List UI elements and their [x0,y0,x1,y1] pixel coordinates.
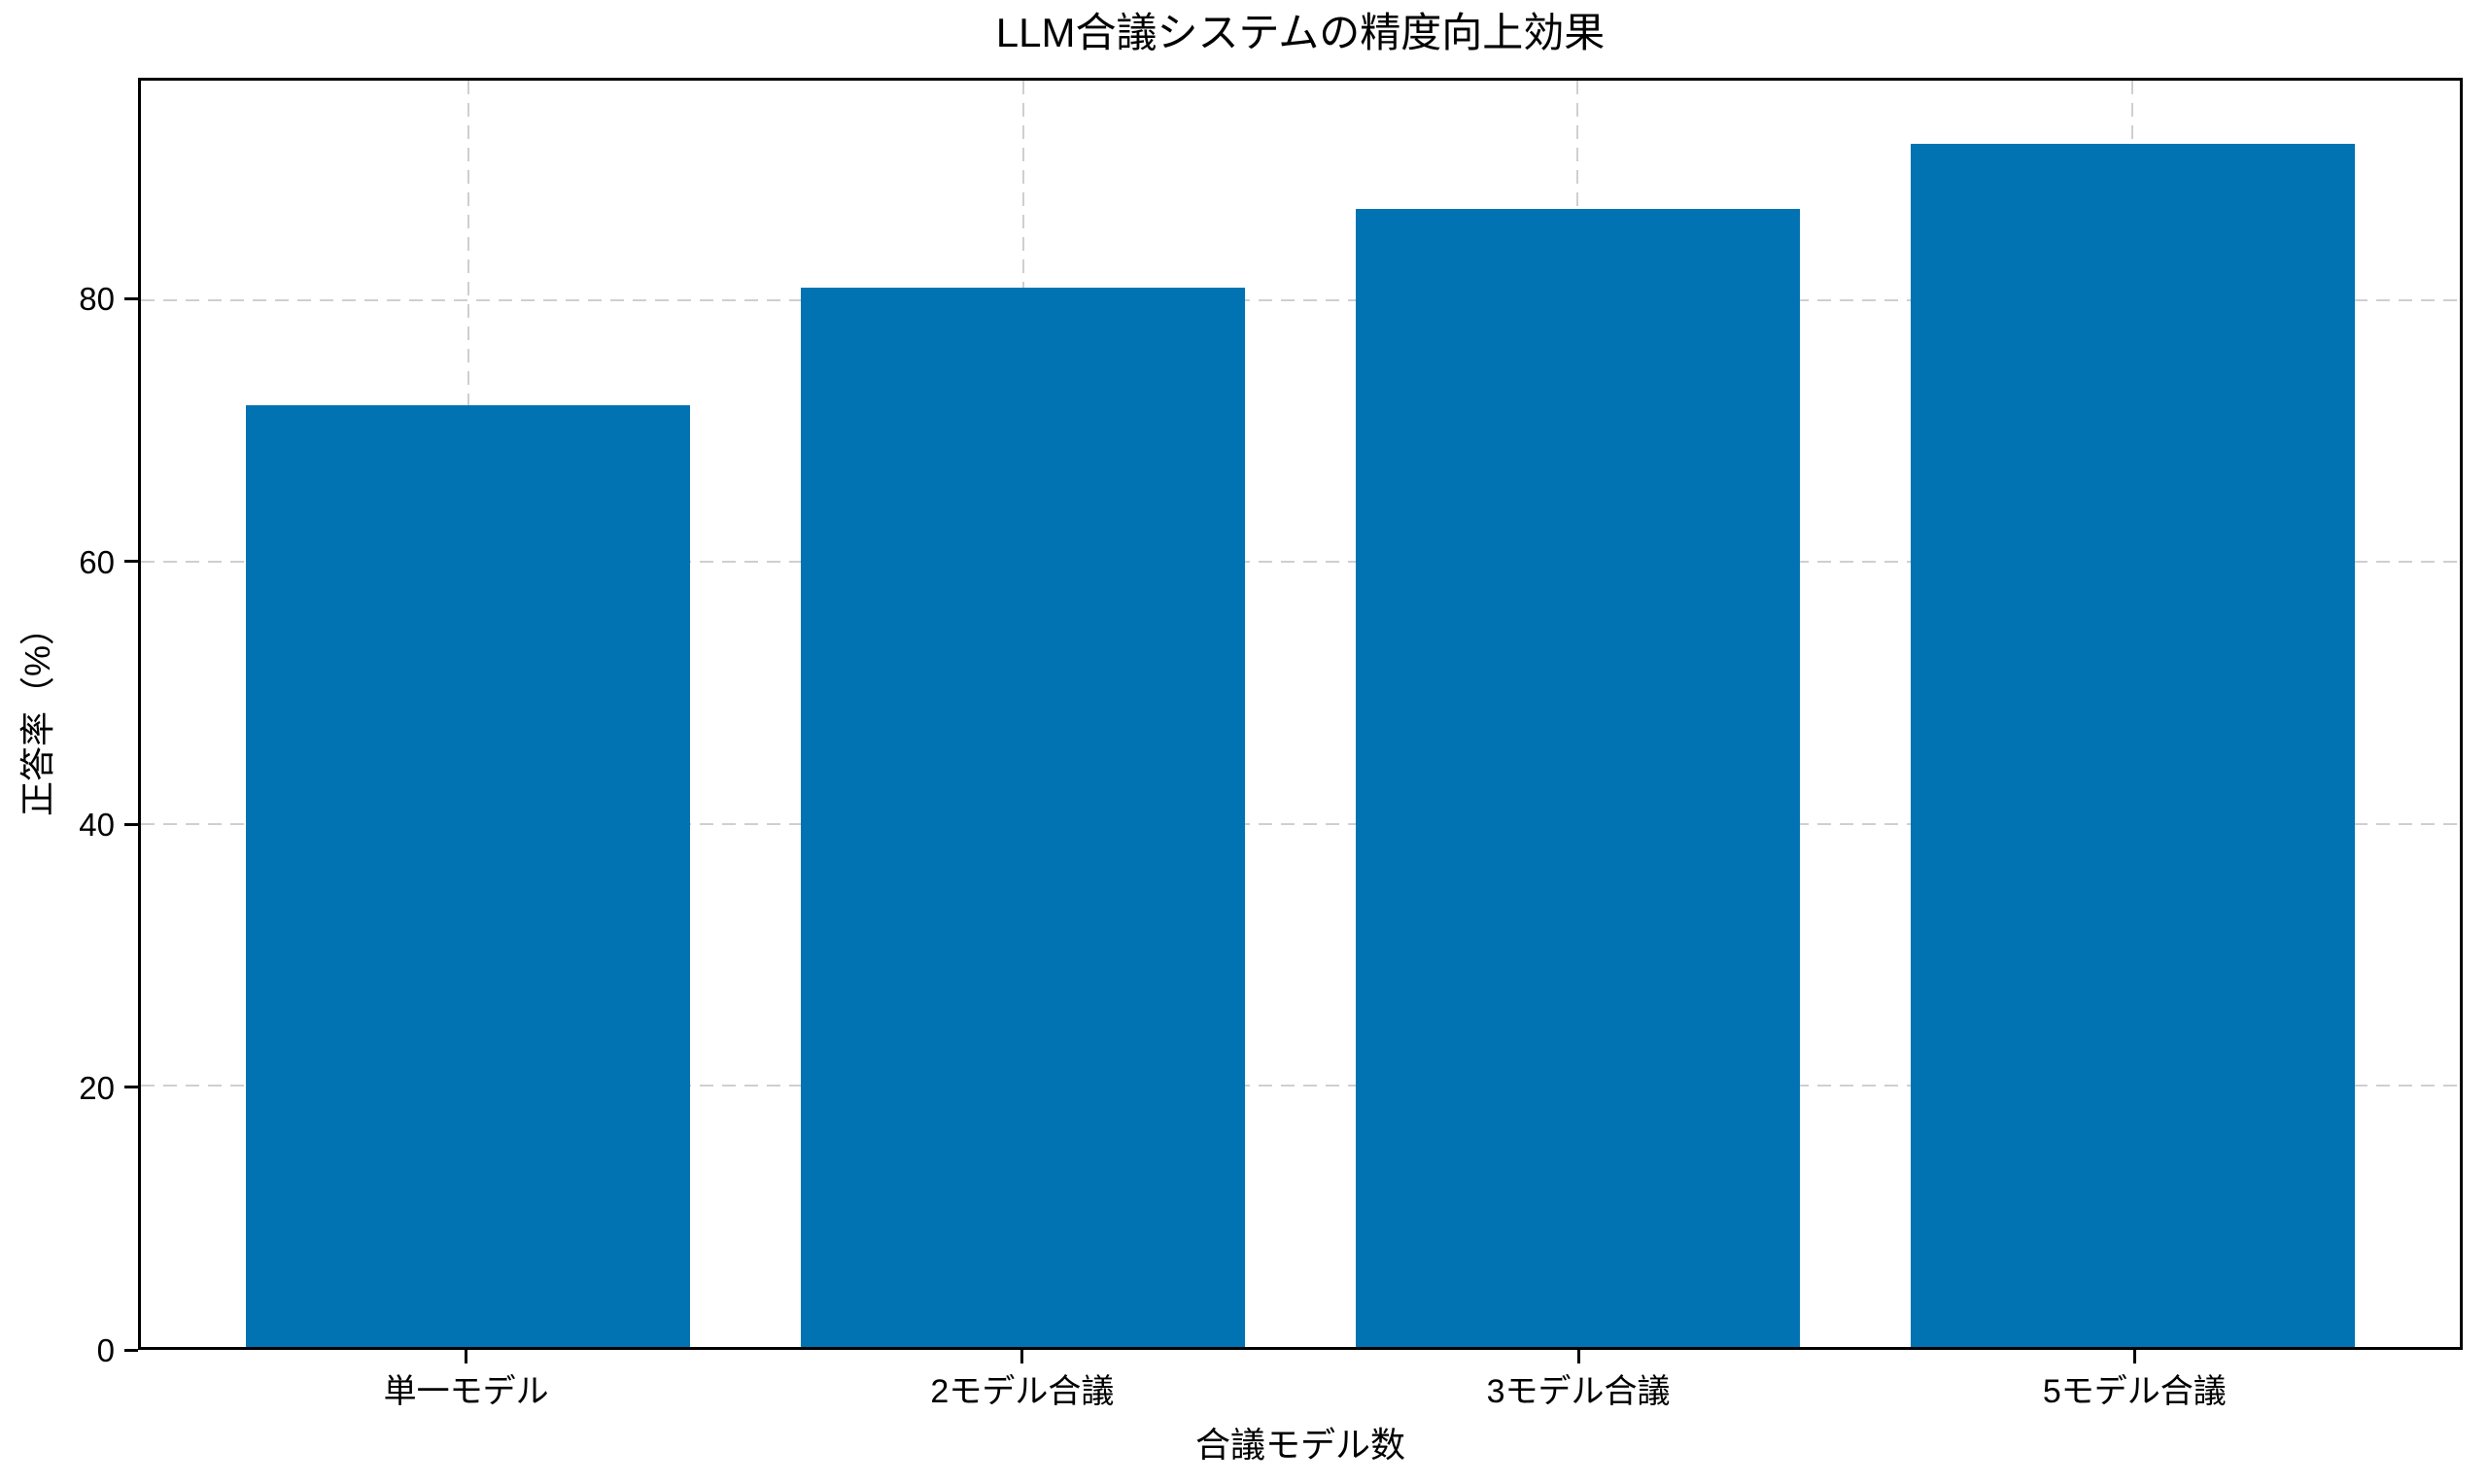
x-tick-label: 2モデル合議 [930,1373,1115,1410]
x-axis-label: 合議モデル数 [1194,1425,1406,1465]
h-gridline-80 [141,299,2460,302]
h-gridline-40 [141,822,2460,825]
h-gridline-20 [141,1084,2460,1087]
y-tick-label: 20 [79,1069,115,1106]
x-tick-label: 3モデル合議 [1486,1373,1671,1410]
bar-3 [1910,143,2355,1347]
x-tick-1 [1020,1350,1024,1363]
x-tick-label: 単一モデル [383,1373,549,1410]
y-axis-label: 正答率（%） [17,609,57,817]
y-tick-20 [124,1086,138,1089]
y-tick-60 [124,560,138,564]
y-tick-label: 40 [79,807,115,844]
y-tick-40 [124,822,138,826]
chart-title: LLM合議システムの精度向上効果 [995,10,1606,55]
plot-inner [141,81,2460,1347]
plot-area [138,78,2463,1350]
h-gridline-60 [141,561,2460,564]
x-tick-3 [2132,1350,2136,1363]
y-tick-label: 80 [79,281,115,318]
x-tick-2 [1576,1350,1580,1363]
y-tick-0 [124,1348,138,1352]
y-tick-label: 60 [79,543,115,580]
y-tick-label: 0 [96,1332,115,1368]
bar-0 [246,404,691,1347]
bar-1 [801,287,1245,1347]
x-tick-label: 5モデル合議 [2042,1373,2227,1410]
x-tick-0 [465,1350,468,1363]
bar-2 [1356,208,1800,1347]
y-tick-80 [124,296,138,300]
